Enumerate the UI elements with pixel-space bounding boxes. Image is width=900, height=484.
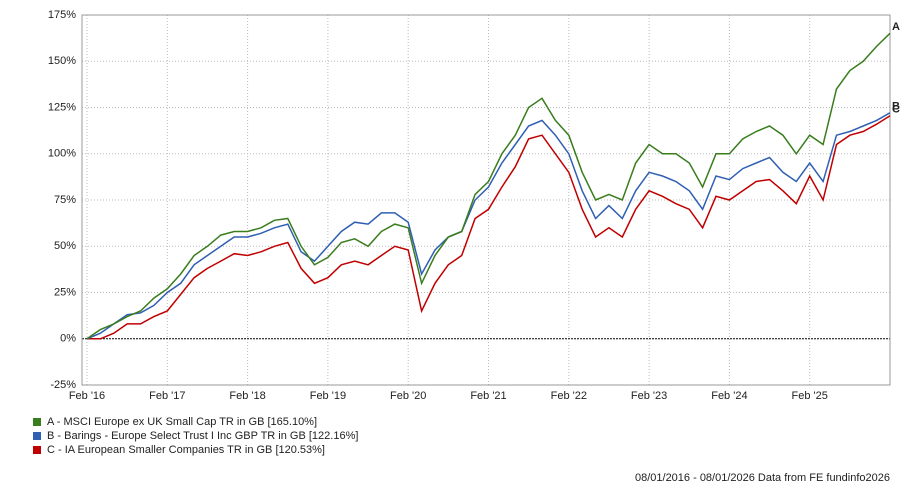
x-tick-label: Feb '19 (310, 390, 346, 402)
x-tick-label: Feb '25 (792, 390, 828, 402)
x-tick-label: Feb '22 (551, 390, 587, 402)
end-label: B (892, 101, 900, 113)
legend-swatch (33, 446, 41, 454)
x-tick-label: Feb '24 (711, 390, 747, 402)
series-line (87, 115, 891, 340)
legend-swatch (33, 432, 41, 440)
y-tick-label: 175% (48, 9, 76, 21)
end-label: A (892, 21, 900, 33)
y-tick-label: 50% (54, 240, 76, 252)
x-tick-label: Feb '16 (69, 390, 105, 402)
series-line (86, 32, 891, 340)
footer: 08/01/2016 - 08/01/2026 Data from FE fun… (635, 472, 890, 484)
y-tick-label: 0% (60, 333, 76, 345)
legend-label: B - Barings - Europe Select Trust I Inc … (47, 430, 358, 442)
legend-label: C - IA European Smaller Companies TR in … (47, 444, 325, 456)
series-line (86, 112, 891, 340)
legend-swatch (33, 418, 41, 426)
x-tick-label: Feb '23 (631, 390, 667, 402)
legend-label: A - MSCI Europe ex UK Small Cap TR in GB… (47, 416, 317, 428)
y-tick-label: 75% (54, 194, 76, 206)
y-tick-label: 125% (48, 101, 76, 113)
x-tick-label: Feb '21 (470, 390, 506, 402)
plot-border (81, 14, 891, 386)
y-tick-label: -25% (50, 379, 76, 391)
y-tick-label: 100% (48, 148, 76, 160)
end-label: C (892, 104, 900, 116)
y-tick-label: 25% (54, 286, 76, 298)
x-tick-label: Feb '18 (229, 390, 265, 402)
x-tick-label: Feb '17 (149, 390, 185, 402)
y-tick-label: 150% (48, 55, 76, 67)
x-tick-label: Feb '20 (390, 390, 426, 402)
